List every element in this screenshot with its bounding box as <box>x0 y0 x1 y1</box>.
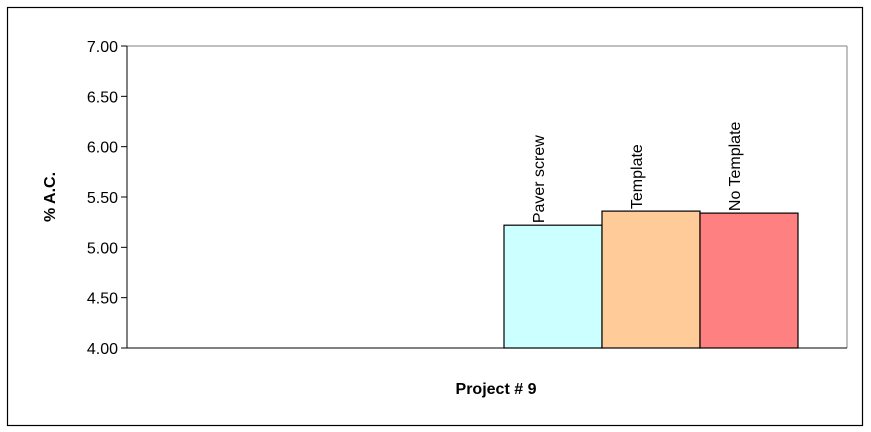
bar-label-no-template: No Template <box>727 121 744 211</box>
x-axis-title: Project # 9 <box>456 381 537 398</box>
y-tick-label: 5.50 <box>87 190 118 207</box>
y-tick-label: 6.00 <box>87 140 118 157</box>
y-axis-title: % A.C. <box>42 172 59 222</box>
bar-paver-screw <box>503 224 603 349</box>
bar-label-template: Template <box>629 144 646 209</box>
y-tick-label: 7.00 <box>87 39 118 56</box>
bar-label-paver-screw: Paver screw <box>531 135 548 223</box>
bars-group: Paver screw Template No Template <box>503 121 799 349</box>
y-tick-label: 4.50 <box>87 291 118 308</box>
y-tick-label: 6.50 <box>87 89 118 106</box>
y-axis-ticks: 4.00 4.50 5.00 5.50 6.00 6.50 7.00 <box>87 39 127 358</box>
y-tick-label: 5.00 <box>87 240 118 257</box>
bar-template <box>601 210 701 349</box>
bar-no-template <box>699 212 799 349</box>
y-tick-label: 4.00 <box>87 341 118 358</box>
